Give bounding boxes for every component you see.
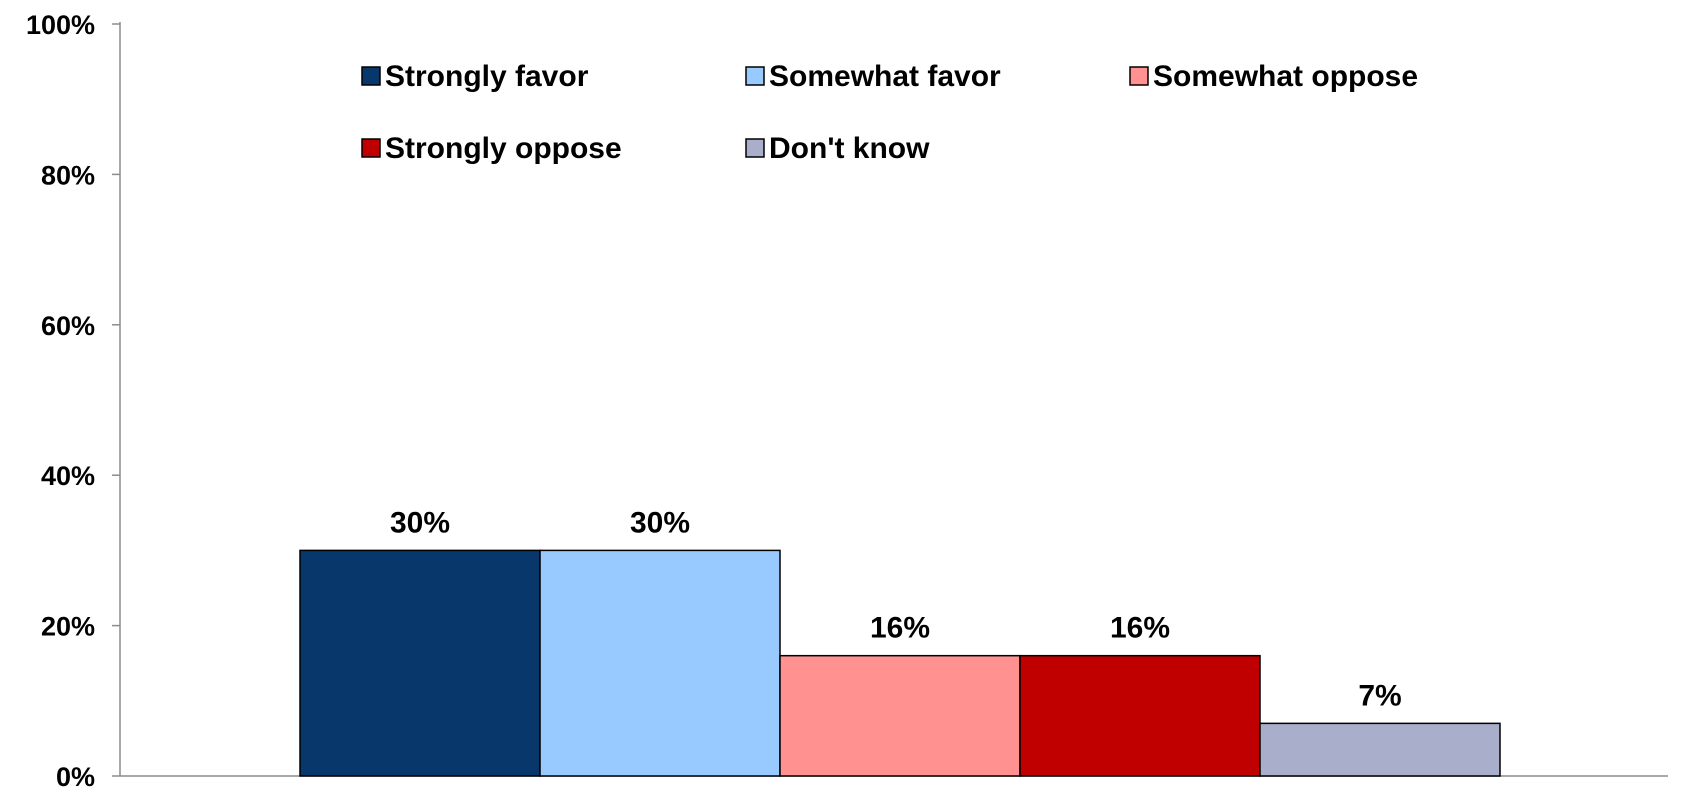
bar (1019, 654, 1261, 777)
legend-swatch (361, 138, 381, 158)
legend-swatch (745, 138, 765, 158)
legend-label: Don't know (769, 132, 930, 165)
bar (779, 654, 1021, 777)
legend-swatch (1129, 66, 1149, 86)
y-tick-label: 100% (26, 10, 95, 40)
legend-label: Strongly oppose (385, 132, 622, 165)
bar (1259, 722, 1501, 777)
bar (299, 549, 541, 777)
data-label: 7% (1358, 679, 1401, 712)
y-tick-label: 40% (41, 461, 95, 491)
legend-swatch (361, 66, 381, 86)
data-label: 16% (870, 612, 930, 645)
data-label: 30% (630, 506, 690, 539)
bar (539, 549, 781, 777)
y-tick-label: 60% (41, 311, 95, 341)
legend-swatch (745, 66, 765, 86)
y-tick-label: 0% (56, 762, 95, 789)
y-tick-label: 80% (41, 160, 95, 190)
data-label: 30% (390, 506, 450, 539)
legend-label: Somewhat oppose (1153, 60, 1418, 93)
legend-label: Somewhat favor (769, 60, 1001, 93)
data-label: 16% (1110, 612, 1170, 645)
legend-label: Strongly favor (385, 60, 589, 93)
y-tick-label: 20% (41, 612, 95, 642)
